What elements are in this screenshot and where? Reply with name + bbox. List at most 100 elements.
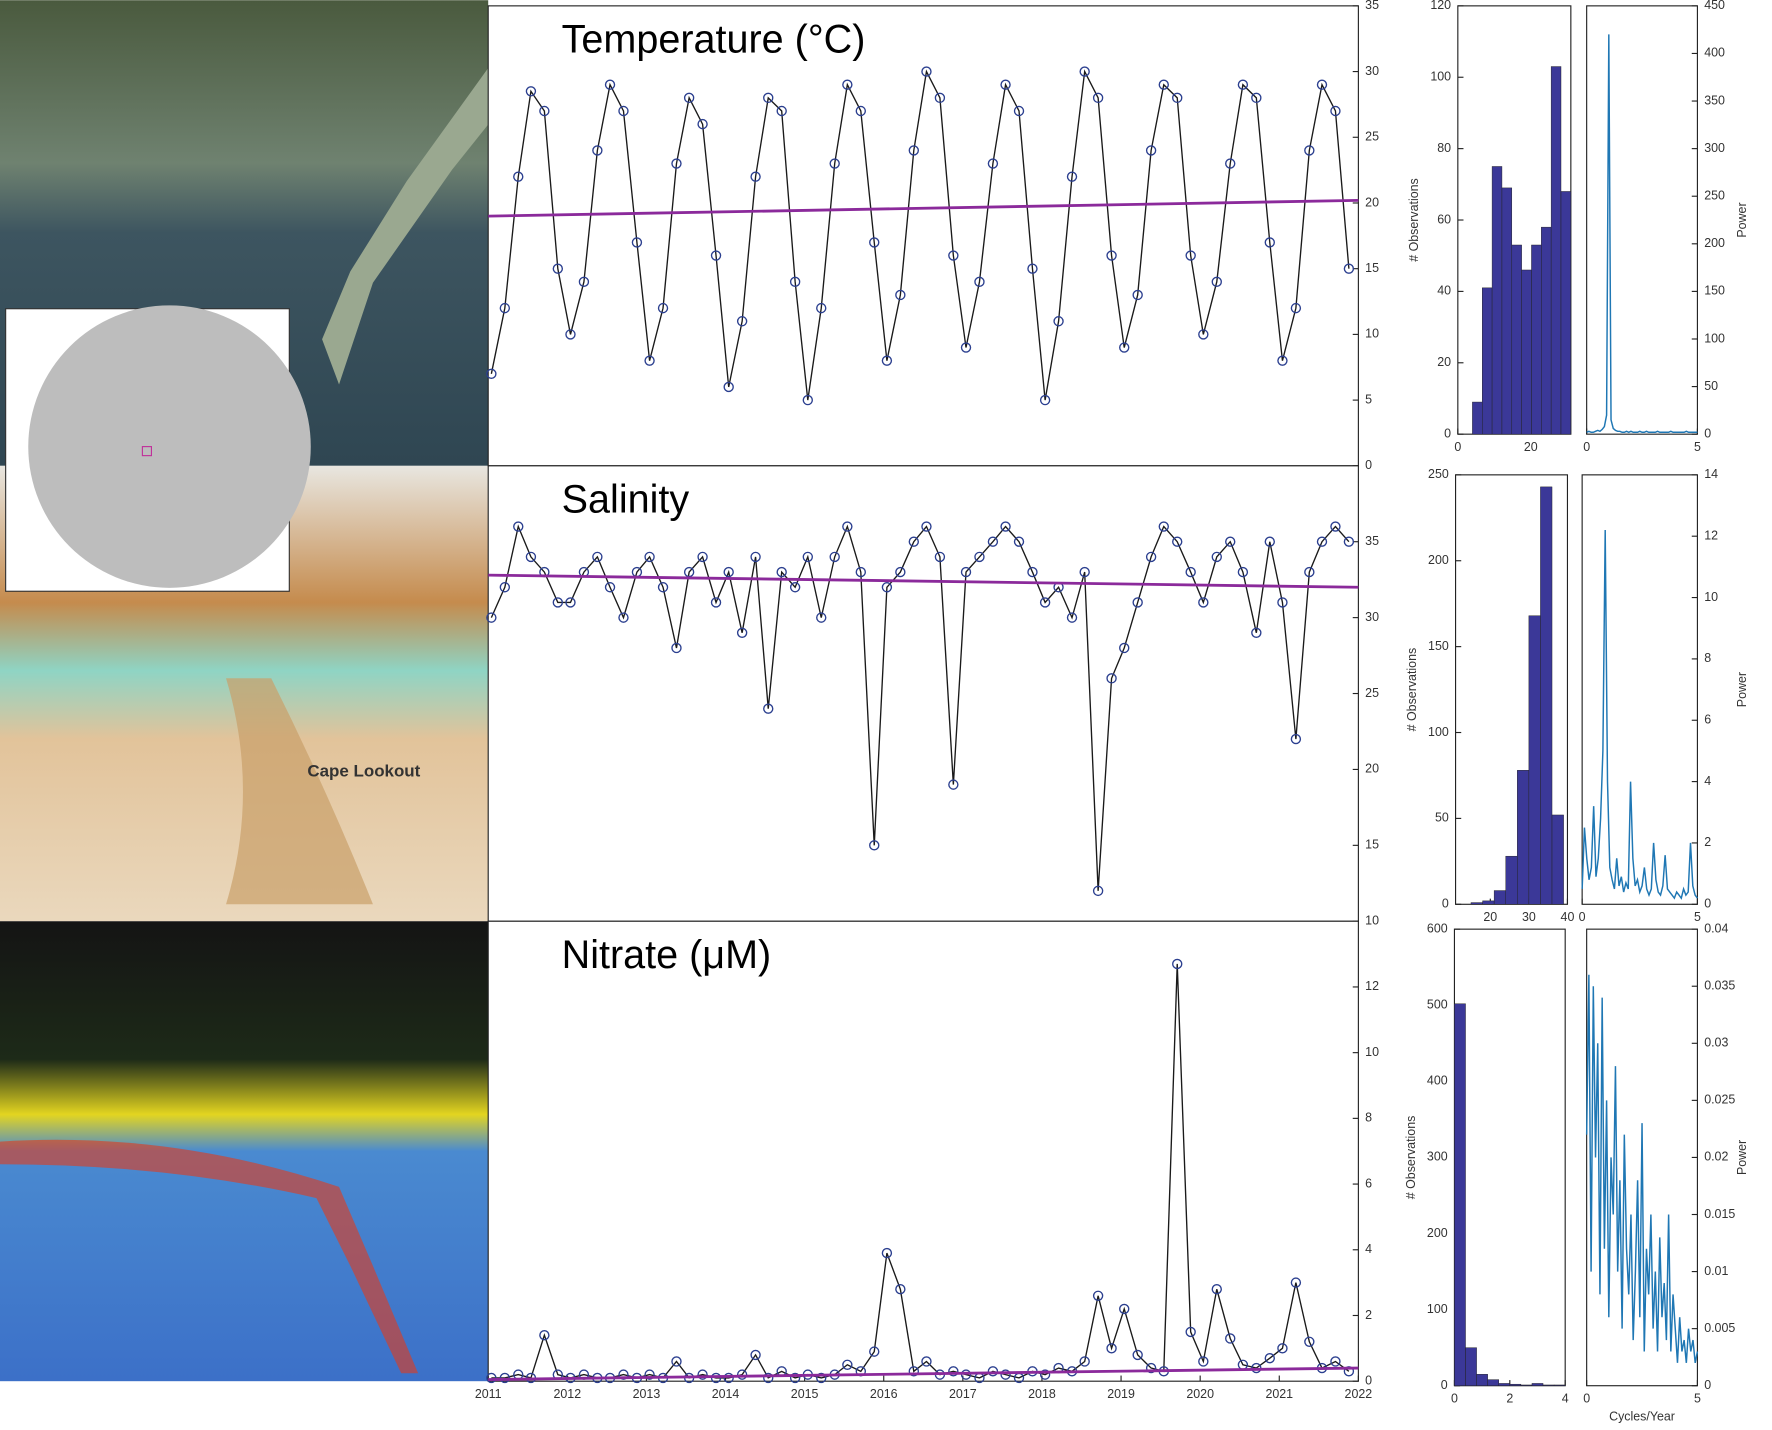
data-point: [552, 597, 564, 608]
data-point: [816, 302, 827, 314]
y-tick-label: 2: [1365, 1308, 1372, 1322]
data-point: [1000, 1369, 1011, 1380]
x-tick-label: 2013: [633, 1387, 661, 1401]
data-point: [816, 1372, 827, 1384]
y-tick-label: 200: [1427, 1226, 1448, 1240]
y-tick-label: 400: [1427, 1074, 1448, 1088]
histogram-bar: [1511, 244, 1522, 435]
histogram-bar: [1517, 770, 1530, 905]
y-tick-label: 0.03: [1704, 1036, 1728, 1050]
histogram-bar: [1470, 902, 1483, 905]
y-tick-label: 8: [1704, 651, 1711, 665]
y-tick-label: 0.02: [1704, 1150, 1728, 1164]
data-point: [1185, 566, 1196, 578]
data-point: [987, 536, 999, 547]
y-tick-label: 450: [1704, 0, 1725, 12]
data-point: [1343, 263, 1355, 274]
data-point: [486, 1372, 497, 1384]
data-point: [1277, 1343, 1288, 1354]
y-tick-label: 35: [1365, 534, 1379, 548]
data-point: [921, 521, 932, 532]
data-point: [802, 551, 813, 563]
data-point: [1316, 79, 1328, 90]
y-tick-label: 40: [1437, 284, 1451, 298]
data-point: [1172, 958, 1183, 970]
y-axis-label: # Observations: [1407, 178, 1421, 262]
x-tick-label: 2017: [949, 1387, 977, 1401]
data-point: [842, 521, 853, 532]
data-point: [987, 1366, 999, 1377]
x-tick-label: 0: [1579, 910, 1586, 924]
data-point: [1304, 1336, 1315, 1347]
histogram-bar: [1472, 401, 1483, 435]
y-tick-label: 0: [1704, 897, 1711, 911]
data-point: [921, 1356, 932, 1367]
y-axis-label: Power: [1735, 202, 1749, 237]
data-point: [1251, 92, 1262, 104]
data-point: [644, 355, 655, 366]
x-tick-label: 2011: [475, 1387, 502, 1401]
spectrum-line: [1586, 34, 1698, 434]
data-point: [1225, 1333, 1236, 1344]
x-tick-label: 0: [1583, 1392, 1590, 1406]
data-point: [1343, 536, 1355, 547]
x-tick-label: 0: [1454, 440, 1461, 454]
histogram-bar: [1476, 1374, 1488, 1386]
data-point: [1092, 1290, 1104, 1301]
y-tick-label: 12: [1704, 528, 1718, 542]
histogram-bar: [1541, 226, 1552, 435]
y-tick-label: 6: [1704, 713, 1711, 727]
data-point: [750, 171, 761, 182]
data-point: [881, 355, 893, 366]
y-tick-label: 350: [1704, 93, 1725, 107]
y-tick-label: 500: [1427, 998, 1448, 1012]
data-point: [1330, 521, 1341, 532]
data-point: [1211, 551, 1222, 563]
y-tick-label: 0.025: [1704, 1093, 1735, 1107]
data-point: [1198, 597, 1209, 608]
data-point: [750, 1349, 761, 1361]
data-point: [657, 302, 669, 314]
plot-area: [487, 920, 1359, 1382]
y-tick-label: 20: [1437, 355, 1451, 369]
data-point: [750, 551, 761, 563]
trend-line: [488, 1366, 1359, 1381]
y-tick-label: 25: [1365, 686, 1379, 700]
data-point: [1277, 355, 1288, 366]
data-point: [710, 250, 722, 261]
y-tick-label: 250: [1428, 467, 1449, 481]
data-point: [592, 145, 603, 156]
data-point: [1145, 551, 1157, 563]
x-tick-label: 5: [1694, 440, 1701, 454]
site-marker: [141, 446, 152, 457]
data-point: [1106, 673, 1117, 684]
data-point: [974, 276, 985, 288]
histogram-bar: [1498, 1383, 1511, 1386]
y-tick-label: 150: [1428, 639, 1449, 653]
data-point: [1066, 612, 1078, 623]
x-axis-label: Cycles/Year: [1609, 1410, 1675, 1424]
data-point: [1158, 521, 1169, 532]
histogram-bar: [1540, 486, 1553, 905]
data-point: [1013, 105, 1025, 117]
data-point: [697, 118, 708, 130]
data-point: [1013, 536, 1025, 547]
data-point: [1172, 92, 1183, 104]
x-tick-label: 4: [1562, 1392, 1569, 1406]
data-point: [855, 566, 866, 578]
data-point: [987, 158, 999, 169]
data-point: [1237, 566, 1249, 578]
y-tick-label: 0.005: [1704, 1321, 1735, 1335]
y-tick-label: 30: [1365, 610, 1379, 624]
data-point: [1277, 597, 1288, 608]
data-point: [816, 612, 827, 623]
data-point: [1145, 145, 1157, 156]
y-tick-label: 600: [1427, 921, 1448, 935]
y-tick-label: 80: [1437, 141, 1451, 155]
data-point: [908, 536, 919, 547]
data-point: [1039, 394, 1051, 406]
data-point: [1066, 171, 1078, 182]
y-tick-label: 15: [1365, 261, 1379, 275]
y-tick-label: 100: [1428, 725, 1449, 739]
histogram-bar: [1454, 1003, 1466, 1386]
